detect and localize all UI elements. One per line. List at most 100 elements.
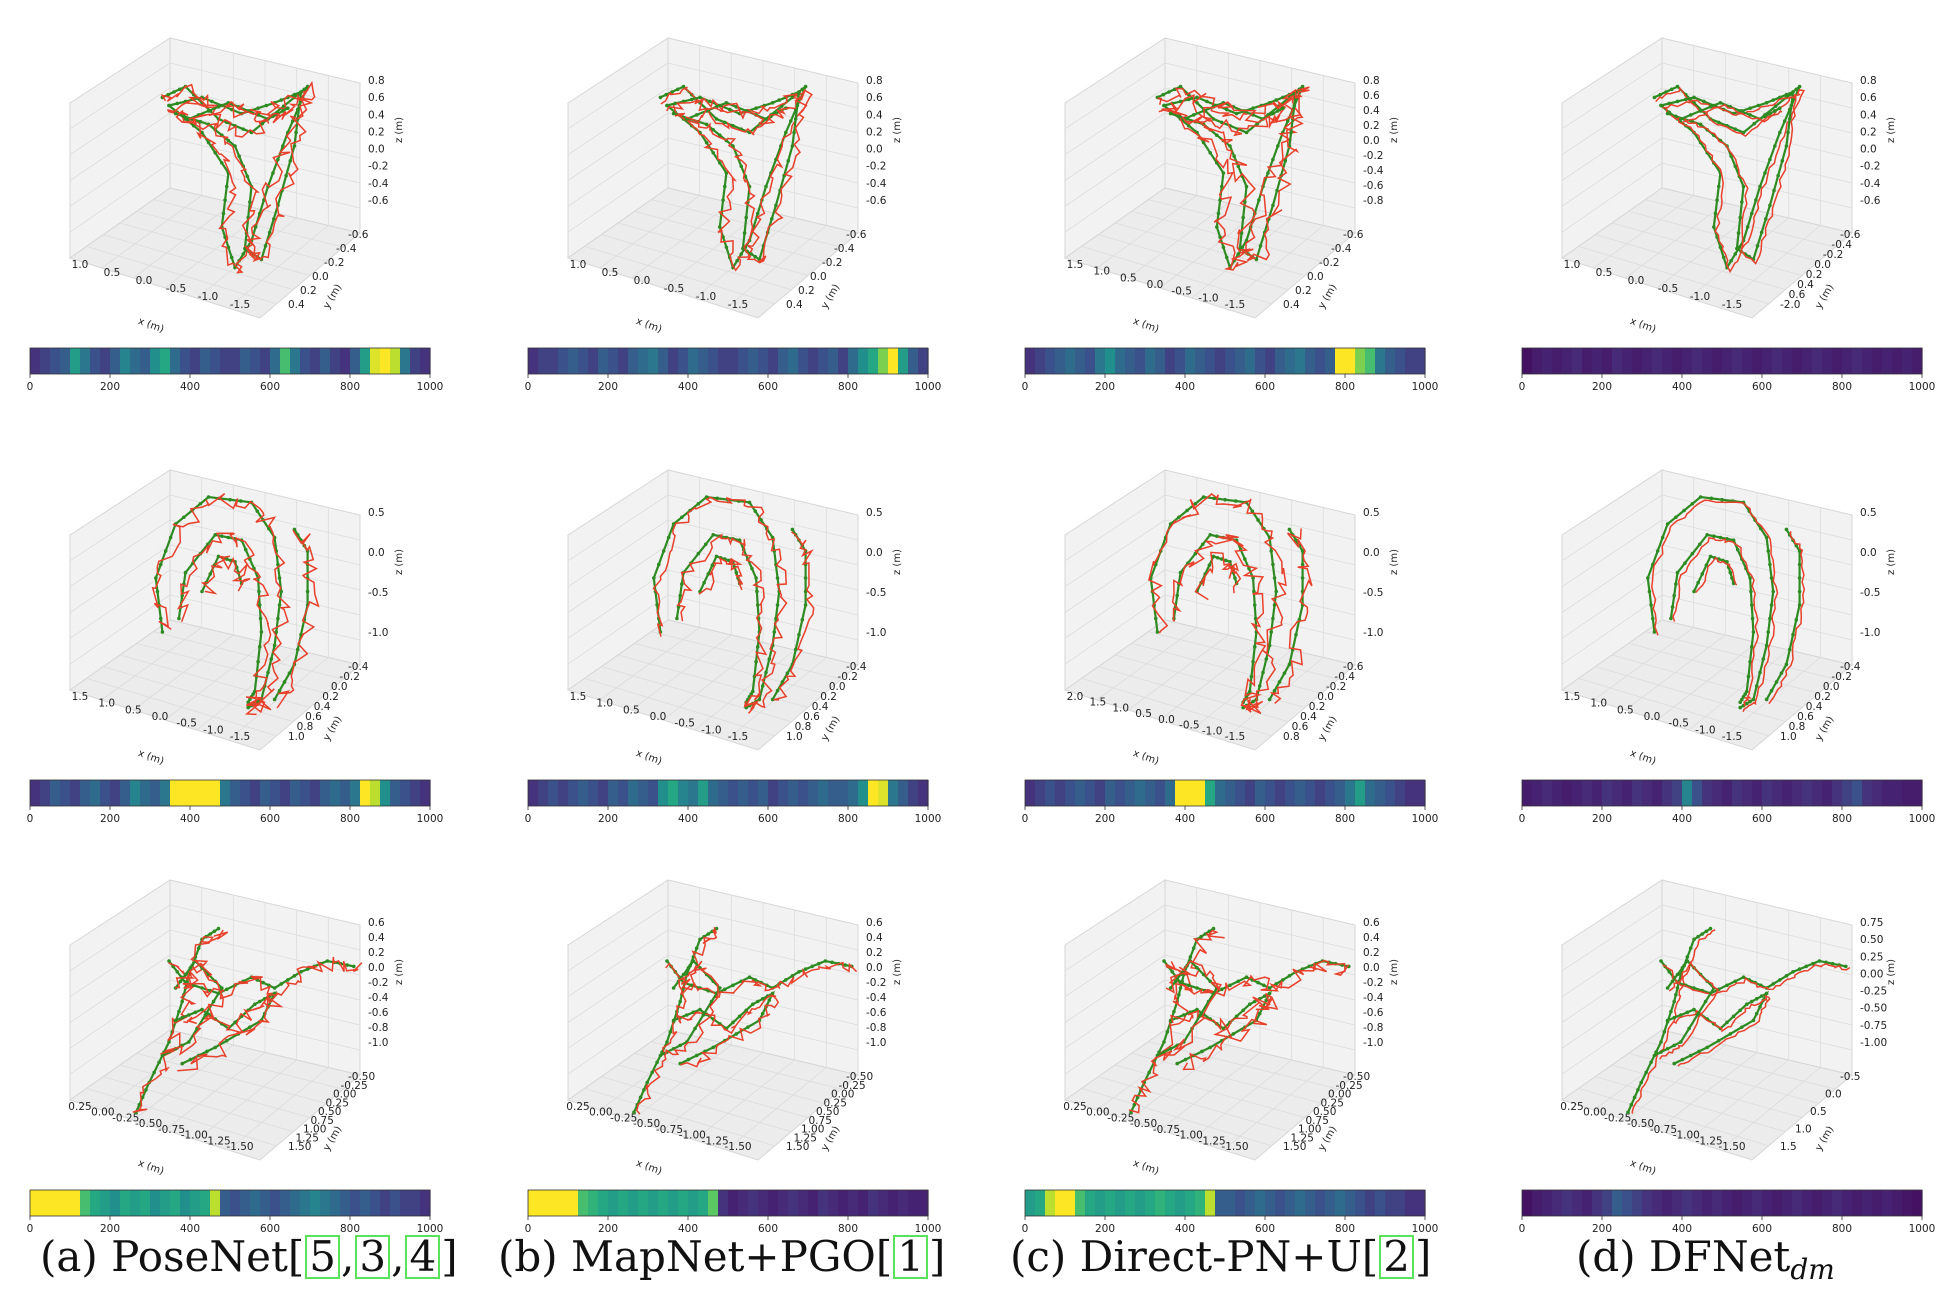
prediction-line: [200, 555, 251, 595]
caption-c: (c) Direct-PN+U[2]: [1010, 1232, 1431, 1281]
ground-truth-point: [1733, 252, 1738, 256]
ground-truth-point: [744, 1008, 748, 1013]
x-axis-label: x (m): [1628, 1158, 1657, 1177]
y-tick-label: 0.2: [300, 285, 317, 297]
ground-truth-point: [1787, 647, 1792, 652]
colorbar-cell: [220, 348, 231, 374]
ground-truth-point: [226, 245, 231, 250]
colorbar-cell: [390, 1190, 401, 1216]
colorbar-cell: [1782, 780, 1793, 806]
ground-truth-point: [1725, 1020, 1729, 1025]
ground-truth-point: [1716, 184, 1721, 189]
x-tick-label: -1.50: [226, 1141, 253, 1153]
ground-truth-point: [1721, 255, 1726, 260]
colorbar-cell: [150, 348, 161, 374]
ground-truth-point: [767, 657, 772, 661]
colorbar-cell: [548, 1190, 559, 1216]
ground-truth-point: [1769, 688, 1774, 693]
z-tick-label: 0.2: [368, 947, 385, 959]
y-tick-label: 0.5: [1810, 1106, 1827, 1118]
ground-truth-point: [696, 501, 701, 506]
y-tick-label: 1.0: [1780, 731, 1797, 743]
ground-truth-point: [790, 144, 795, 148]
colorbar-cell: [1572, 1190, 1583, 1216]
ground-truth-point: [1764, 991, 1769, 996]
colorbar-tick-label: 0: [525, 381, 532, 393]
x-tick-label: -1.0: [1198, 292, 1219, 304]
ground-truth-point: [1659, 1040, 1663, 1044]
colorbar-cell: [280, 1190, 291, 1216]
colorbar-cell: [708, 1190, 719, 1216]
ground-truth-point: [742, 231, 747, 235]
prediction-line: [1662, 93, 1797, 265]
colorbar-tick-label: 400: [1175, 381, 1195, 393]
ground-truth-point: [737, 538, 742, 542]
ground-truth-point: [1791, 970, 1795, 974]
ground-truth-point: [1219, 557, 1224, 561]
colorbar-cell: [340, 348, 351, 374]
ground-truth-point: [1281, 978, 1285, 982]
ground-truth-point: [1629, 1102, 1634, 1107]
colorbar-cell: [1812, 348, 1823, 374]
ground-truth-point: [1772, 188, 1776, 193]
ground-truth-point: [708, 99, 712, 104]
y-tick-label: -0.2: [1326, 681, 1347, 693]
ground-truth-point: [1652, 95, 1657, 100]
ground-truth-point: [1200, 1049, 1204, 1054]
ground-truth-point: [1712, 534, 1716, 538]
caption-c-ref-2[interactable]: 2: [1379, 1235, 1414, 1279]
ground-truth-point: [1695, 1013, 1700, 1017]
colorbar-tick-label: 400: [180, 813, 200, 825]
ground-truth-point: [1672, 593, 1676, 598]
colorbar-cell: [1255, 348, 1266, 374]
colorbar-tick-label: 200: [1592, 1223, 1612, 1235]
ground-truth-point: [793, 647, 798, 652]
x-tick-label: -1.25: [702, 1135, 729, 1147]
ground-truth-point: [1702, 99, 1706, 104]
colorbar-cell: [350, 1190, 361, 1216]
caption-a-ref-4[interactable]: 4: [405, 1235, 441, 1279]
colorbar-cell: [1822, 780, 1833, 806]
caption-d-text: (d) DFNet: [1576, 1232, 1791, 1281]
colorbar-cell: [190, 780, 201, 806]
colorbar-cell: [50, 348, 61, 374]
z-tick-label: -0.4: [1860, 178, 1881, 190]
ground-truth-point: [286, 106, 290, 110]
colorbar-cell: [160, 1190, 171, 1216]
x-tick-label: -0.75: [1650, 1124, 1677, 1136]
caption-a-ref-5[interactable]: 5: [305, 1235, 341, 1279]
colorbar-cell: [1255, 1190, 1266, 1216]
ground-truth-point: [786, 159, 791, 163]
x-tick-label: 1.0: [596, 698, 613, 710]
z-tick-label: -0.50: [1860, 1003, 1887, 1015]
colorbar-cell: [788, 780, 799, 806]
x-axis-label: x (m): [1628, 748, 1657, 767]
colorbar-cell: [568, 1190, 579, 1216]
x-axis-label: x (m): [136, 748, 165, 767]
prediction-line: [1682, 103, 1783, 124]
y-tick-label: -0.6: [1840, 229, 1861, 241]
colorbar-frame: [1024, 1189, 1426, 1217]
ground-truth-point: [1178, 570, 1183, 575]
ground-truth-point: [271, 217, 276, 221]
colorbar-cell: [290, 780, 301, 806]
error-colorbar-a-3: 0 200 400 600 800 1000: [27, 1189, 443, 1235]
caption-b-ref-1[interactable]: 1: [893, 1235, 928, 1279]
x-tick-label: 0.0: [152, 711, 169, 723]
ground-truth-point: [823, 959, 828, 963]
colorbar-cell: [718, 1190, 729, 1216]
ground-truth-point: [749, 252, 753, 256]
colorbar-cell: [1812, 780, 1823, 806]
colorbar-cell: [1135, 348, 1146, 374]
ground-truth-point: [645, 1080, 649, 1085]
colorbar-cell: [1572, 780, 1583, 806]
panel-a-row1: 0.80.60.40.20.0-0.2-0.4-0.6z (m)1.00.50.…: [27, 37, 443, 393]
ground-truth-point: [760, 997, 765, 1001]
caption-a-ref-3[interactable]: 3: [355, 1235, 391, 1279]
ground-truth-point: [1215, 534, 1219, 538]
ground-truth-point: [1784, 92, 1789, 97]
ground-truth-point: [1248, 1002, 1252, 1006]
ground-truth-point: [1266, 171, 1270, 175]
ground-truth-point: [1241, 1008, 1245, 1013]
ground-truth-point: [1639, 1080, 1643, 1085]
